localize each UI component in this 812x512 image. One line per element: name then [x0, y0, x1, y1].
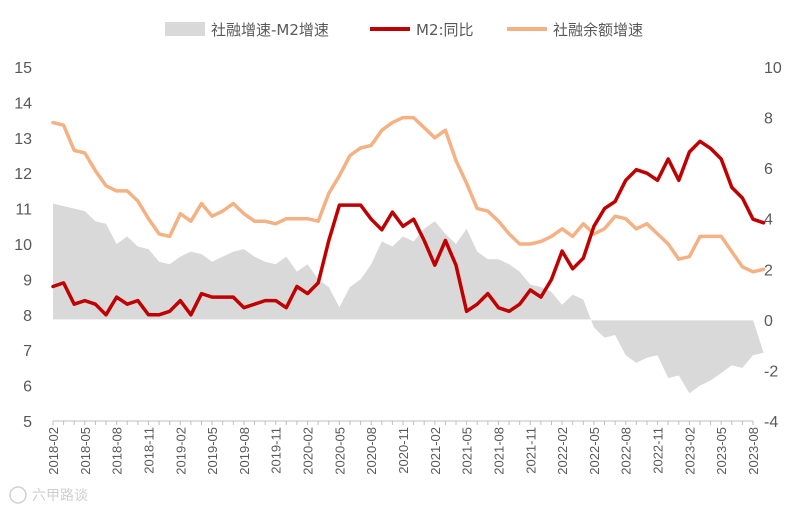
x-tick-label: 2022-08: [619, 427, 634, 475]
right-y-tick-label: 10: [764, 60, 782, 77]
x-tick-label: 2019-05: [205, 427, 220, 475]
x-tick-label: 2020-02: [301, 427, 316, 475]
x-tick-label: 2023-08: [746, 427, 761, 475]
x-tick-label: 2023-02: [682, 427, 697, 475]
left-y-tick-label: 5: [23, 414, 32, 431]
watermark-logo-icon: [9, 486, 27, 504]
m2-yoy-line: [51, 139, 766, 317]
watermark-text: 六甲路谈: [32, 488, 88, 504]
x-tick-label: 2019-11: [269, 427, 284, 474]
right-y-tick-label: 4: [764, 212, 773, 229]
left-y-axis: 5 6 7 8 9 10 11 12 13 14 15: [14, 60, 32, 431]
left-y-tick-label: 14: [14, 95, 32, 112]
left-y-tick-label: 13: [14, 131, 32, 148]
right-y-tick-label: -4: [764, 414, 778, 431]
legend-label: 社融余额增速: [553, 21, 643, 39]
right-y-tick-label: 8: [764, 111, 773, 128]
x-tick-label: 2018-08: [110, 427, 125, 475]
x-tick-label: 2021-11: [523, 427, 538, 474]
legend-swatch: [165, 22, 205, 36]
x-tick-label: 2022-11: [651, 427, 666, 474]
x-axis: 2018-02 2018-05 2018-08 2018-11 2019-02 2019-…: [46, 420, 761, 475]
right-y-axis: -4 -2 0 2 4 6 8 10: [764, 60, 782, 431]
x-tick-label: 2020-08: [364, 427, 379, 475]
legend-item-m2: M2:同比: [370, 21, 474, 39]
left-y-tick-label: 10: [14, 237, 32, 254]
x-tick-label: 2018-05: [78, 427, 93, 475]
x-tick-label: 2023-05: [714, 427, 729, 475]
x-tick-label: 2019-02: [173, 427, 188, 475]
left-y-tick-label: 7: [23, 343, 32, 360]
x-tick-label: 2018-02: [46, 427, 61, 475]
x-tick-label: 2019-08: [237, 427, 252, 475]
left-y-tick-label: 8: [23, 308, 32, 325]
legend-item-tsf: 社融余额增速: [507, 21, 643, 39]
x-tick-label: 2022-02: [555, 427, 570, 475]
legend-item-spread: 社融增速-M2增速: [165, 21, 329, 39]
legend: 社融增速-M2增速 M2:同比 社融余额增速: [165, 21, 643, 39]
legend-label: 社融增速-M2增速: [211, 21, 329, 39]
x-tick-label: 2022-05: [587, 427, 602, 475]
x-tick-label: 2020-11: [396, 427, 411, 474]
x-tick-label: 2021-08: [491, 427, 506, 475]
legend-label: M2:同比: [416, 21, 474, 39]
x-tick-label: 2018-11: [141, 427, 156, 474]
area-layer: [53, 203, 764, 394]
left-y-tick-label: 15: [14, 60, 32, 77]
watermark: 六甲路谈: [9, 486, 88, 504]
right-y-tick-label: 0: [764, 313, 773, 330]
left-y-tick-label: 9: [23, 272, 32, 289]
x-tick-label: 2021-02: [428, 427, 443, 475]
tsf-growth-line: [51, 115, 766, 274]
x-tick-label: 2020-05: [332, 427, 347, 475]
left-y-tick-label: 11: [15, 202, 32, 219]
spread-area: [53, 203, 764, 394]
left-y-tick-label: 6: [23, 379, 32, 396]
x-tick-label: 2021-05: [460, 427, 475, 475]
right-y-tick-label: 2: [764, 262, 773, 279]
left-y-tick-label: 12: [14, 166, 32, 183]
lines-layer: [51, 115, 766, 317]
right-y-tick-label: -2: [764, 363, 778, 380]
right-y-tick-label: 6: [764, 161, 773, 178]
